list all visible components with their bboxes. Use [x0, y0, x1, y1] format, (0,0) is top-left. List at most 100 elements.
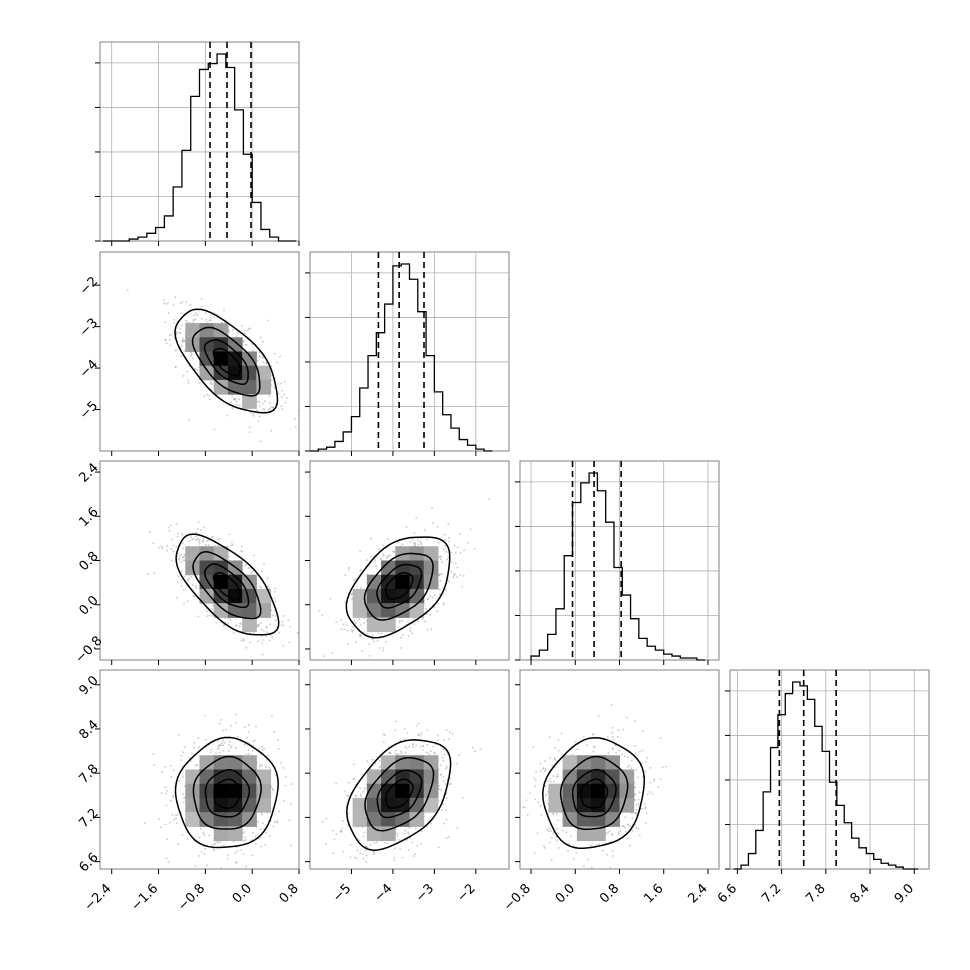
scatter-point: [180, 759, 182, 762]
scatter-point: [230, 544, 233, 547]
scatter-point: [426, 538, 429, 541]
scatter-point: [216, 313, 219, 316]
scatter-point: [364, 787, 366, 789]
scatter-point: [351, 625, 354, 628]
scatter-point: [231, 407, 234, 410]
scatter-point: [179, 578, 182, 581]
density-cell: [256, 588, 272, 604]
x-tick-label: 7.2: [759, 881, 784, 906]
scatter-point: [244, 329, 247, 332]
scatter-point: [195, 584, 197, 587]
scatter-point: [404, 832, 406, 835]
scatter-point: [261, 748, 264, 751]
scatter-point: [235, 713, 238, 716]
scatter-point: [419, 734, 422, 737]
scatter-point: [425, 825, 428, 828]
contour-line: [212, 571, 241, 600]
scatter-point: [422, 745, 425, 748]
scatter-point: [266, 319, 269, 322]
histogram-step-line: [310, 263, 493, 452]
density-cell: [591, 769, 606, 785]
density-cell: [591, 797, 606, 813]
scatter-point: [261, 764, 263, 767]
scatter-point: [290, 783, 293, 785]
scatter-point: [416, 620, 419, 623]
scatter-point: [236, 736, 239, 738]
scatter-point: [331, 652, 334, 654]
scatter-point: [404, 738, 406, 741]
scatter-point: [451, 561, 453, 564]
scatter-point: [213, 842, 216, 845]
scatter-point: [209, 382, 212, 385]
scatter-point: [170, 559, 173, 562]
scatter-point: [280, 405, 283, 407]
scatter-point: [363, 831, 366, 834]
density-panel-0-3: [99, 669, 300, 887]
scatter-point: [251, 343, 253, 345]
y-tick-label: −3: [77, 316, 101, 340]
scatter-point: [360, 795, 363, 798]
scatter-point: [192, 746, 195, 749]
scatter-point: [617, 831, 620, 834]
scatter-point: [226, 857, 229, 860]
scatter-point: [249, 327, 251, 330]
panel-frame: [99, 669, 300, 870]
scatter-point: [362, 835, 365, 838]
scatter-point: [287, 619, 290, 622]
scatter-point: [449, 782, 452, 785]
scatter-point: [211, 608, 214, 611]
scatter-point: [352, 778, 355, 781]
scatter-point: [354, 622, 357, 624]
scatter-point: [240, 545, 243, 548]
histogram-panel-1: [305, 251, 510, 452]
scatter-point: [183, 350, 186, 352]
scatter-point: [253, 632, 255, 635]
scatter-point: [399, 619, 401, 622]
scatter-point: [456, 762, 458, 765]
scatter-point: [218, 751, 221, 754]
density-cell: [242, 588, 257, 604]
scatter-point: [383, 841, 386, 844]
scatter-point: [210, 381, 212, 384]
scatter-point: [617, 833, 620, 836]
scatter-point: [265, 362, 268, 365]
scatter-point: [182, 337, 184, 340]
scatter-point: [645, 760, 647, 763]
scatter-point: [325, 843, 327, 846]
scatter-point: [174, 817, 177, 820]
scatter-point: [230, 541, 233, 544]
scatter-point: [445, 809, 448, 812]
density-cell: [199, 755, 215, 770]
scatter-point: [533, 777, 536, 780]
scatter-point: [553, 758, 556, 761]
scatter-point: [248, 874, 250, 876]
scatter-point: [251, 885, 253, 887]
scatter-point: [259, 828, 262, 831]
scatter-point: [433, 593, 436, 596]
scatter-point: [166, 544, 169, 547]
scatter-point: [217, 747, 220, 749]
scatter-point: [415, 744, 418, 747]
scatter-point: [459, 551, 462, 554]
scatter-point: [208, 614, 211, 617]
scatter-point: [252, 349, 255, 352]
scatter-point: [203, 853, 206, 855]
scatter-point: [389, 554, 391, 557]
scatter-point: [430, 822, 432, 825]
scatter-point: [446, 753, 449, 756]
scatter-point: [394, 752, 397, 755]
scatter-point: [442, 776, 445, 778]
scatter-point: [265, 625, 267, 628]
scatter-point: [205, 543, 207, 546]
scatter-point: [634, 745, 636, 747]
scatter-point: [611, 833, 614, 835]
scatter-point: [400, 647, 403, 649]
density-cell: [395, 783, 410, 799]
scatter-point: [192, 595, 195, 598]
x-tick-label: −4: [372, 881, 396, 905]
scatter-point: [409, 540, 411, 543]
y-tick-label: 0.8: [76, 549, 101, 574]
scatter-point: [372, 640, 375, 643]
scatter-point: [180, 553, 183, 556]
density-cell: [381, 797, 396, 813]
